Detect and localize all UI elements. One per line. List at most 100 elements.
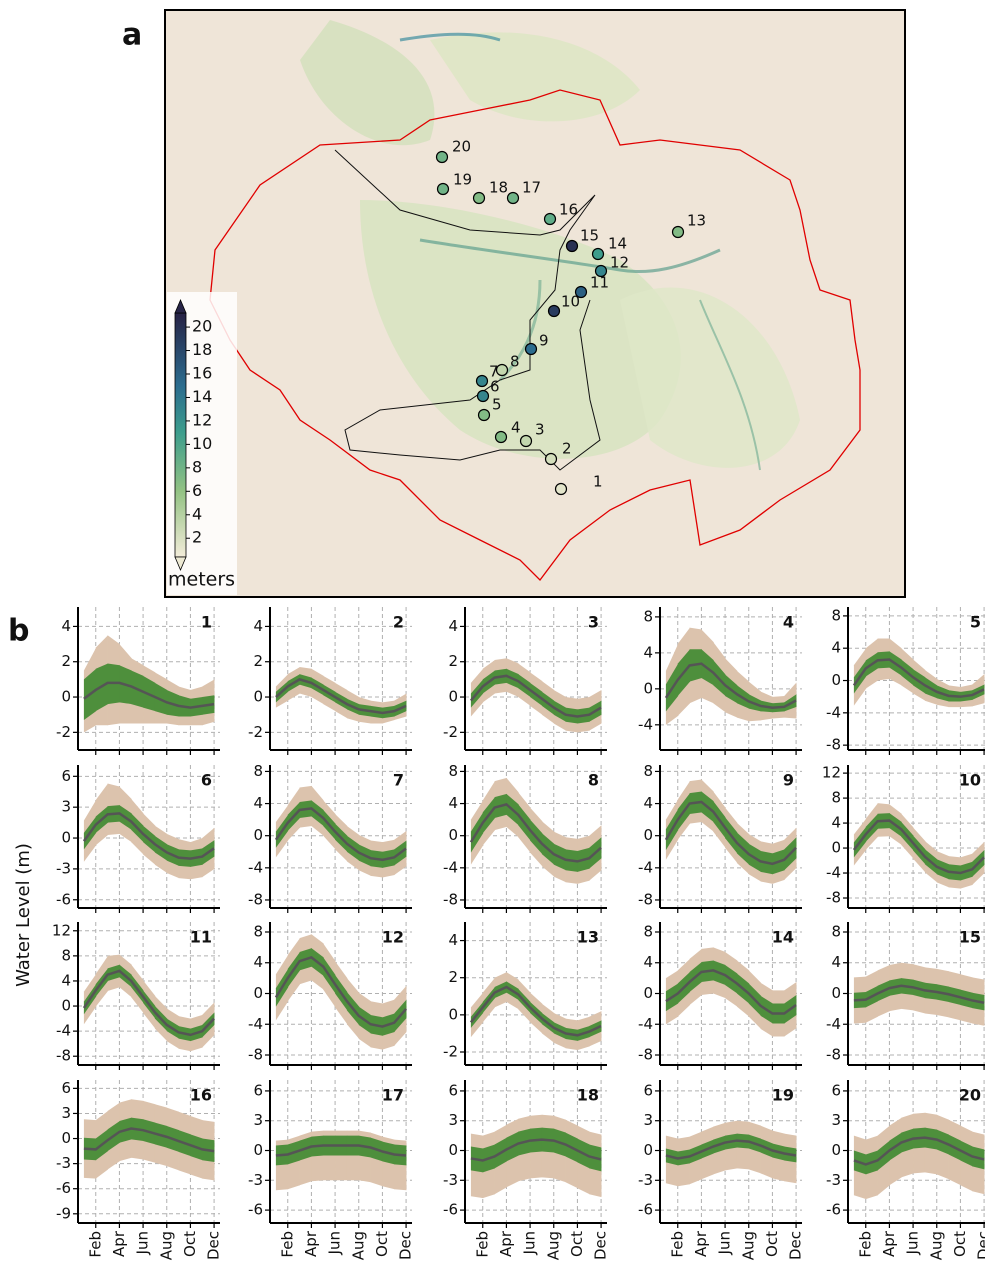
y-tick-label: 0 — [643, 826, 653, 844]
y-tick-label: 12 — [822, 764, 841, 782]
subplot-title: 3 — [588, 613, 599, 632]
colorbar-tick-label: 12 — [192, 410, 212, 429]
y-tick-label: 0 — [61, 997, 71, 1015]
subplot-title: 17 — [382, 1086, 404, 1105]
y-tick-label: -8 — [248, 1046, 263, 1064]
x-tick-label: Jun — [904, 1231, 922, 1255]
station-label: 20 — [452, 138, 471, 156]
subplot: -8 -4 0 4 8 7 — [248, 762, 412, 913]
x-tick-label: Oct — [951, 1231, 969, 1257]
subplot: -8 -4 0 4 8 5 — [826, 606, 985, 755]
y-tick-label: -3 — [248, 1171, 263, 1189]
x-tick-label: Dec — [787, 1231, 805, 1260]
subplot-title: 15 — [959, 928, 981, 947]
y-tick-label: -3 — [56, 1154, 71, 1172]
station-label: 11 — [590, 274, 609, 292]
subplot-title: 16 — [190, 1086, 212, 1105]
x-tick-label: Oct — [181, 1231, 199, 1257]
y-tick-label: 8 — [448, 762, 458, 780]
subplot-title: 2 — [393, 613, 404, 632]
y-tick-label: -6 — [56, 1179, 71, 1197]
subbasin-outline — [334, 149, 601, 471]
mean-line — [274, 807, 407, 862]
y-tick-label: 6 — [61, 767, 71, 785]
y-tick-label: 2 — [448, 652, 458, 670]
mean-line — [469, 802, 602, 863]
y-tick-label: -6 — [56, 890, 71, 908]
x-tick-label: Aug — [544, 1231, 562, 1260]
subplot-title: 8 — [588, 771, 599, 790]
y-tick-label: 0 — [831, 1141, 841, 1159]
y-tick-label: 8 — [643, 607, 653, 625]
y-tick-label: 0 — [448, 826, 458, 844]
y-tick-label: 0 — [643, 1141, 653, 1159]
colorbar — [174, 312, 187, 558]
y-tick-label: 4 — [253, 617, 263, 635]
y-tick-label: -4 — [638, 715, 653, 733]
station — [436, 182, 450, 196]
subplot: -2 0 2 4 13 — [443, 922, 607, 1070]
subplot-title: 18 — [577, 1086, 599, 1105]
station-label: 15 — [580, 227, 599, 245]
subplot-title: 7 — [393, 771, 404, 790]
y-tick-label: 8 — [831, 922, 841, 940]
y-tick-label: 4 — [643, 953, 653, 971]
mean-line — [470, 1138, 602, 1162]
y-tick-label: 8 — [643, 922, 653, 940]
y-tick-label: -4 — [638, 1015, 653, 1033]
subplot: -8 -4 0 4 8 12 10 — [822, 764, 985, 913]
y-tick-label: 0 — [253, 688, 263, 706]
mean-line — [275, 678, 407, 715]
subplot: -6 -3 0 3 6 Feb Apr Jun Aug Oct Dec 18 — [443, 1080, 610, 1260]
station — [544, 452, 558, 466]
y-tick-label: 6 — [643, 1081, 653, 1099]
y-tick-label: 4 — [643, 643, 653, 661]
y-tick-label: -9 — [56, 1204, 71, 1222]
mean-line — [852, 819, 985, 875]
y-tick-label: 3 — [831, 1111, 841, 1129]
y-tick-label: 0 — [253, 1141, 263, 1159]
x-tick-label: Oct — [568, 1231, 586, 1257]
mean-line — [83, 1127, 215, 1153]
station — [506, 191, 520, 205]
x-tick-label: Feb — [668, 1231, 686, 1258]
station — [524, 342, 538, 356]
mean-line — [469, 674, 602, 718]
y-tick-label: 12 — [52, 921, 71, 939]
colorbar-tick-label: 14 — [192, 387, 212, 406]
mean-line — [665, 1139, 797, 1160]
y-tick-label: 6 — [831, 1081, 841, 1099]
station — [594, 264, 608, 278]
y-tick-label: -3 — [638, 1171, 653, 1189]
station-label: 6 — [490, 378, 500, 396]
x-tick-label: Apr — [880, 1230, 898, 1257]
y-tick-label: 3 — [61, 1104, 71, 1122]
colorbar-tick-label: 4 — [192, 504, 202, 523]
subplot: -8 -4 0 4 8 12 11 — [52, 921, 220, 1070]
y-tick-label: 4 — [831, 953, 841, 971]
colorbar-label: meters — [168, 569, 235, 591]
colorbar-tick-label: 8 — [192, 457, 202, 476]
mean-line — [853, 1136, 985, 1166]
x-tick-label: Aug — [927, 1231, 945, 1260]
y-tick-label: -8 — [826, 736, 841, 754]
mean-line — [275, 1144, 407, 1157]
colorbar-tick-label: 10 — [192, 434, 212, 453]
y-tick-label: 0 — [831, 984, 841, 1002]
y-tick-label: 4 — [448, 931, 458, 949]
subplot-title: 19 — [772, 1086, 794, 1105]
x-tick-label: Apr — [110, 1230, 128, 1257]
x-tick-label: Jun — [716, 1231, 734, 1255]
y-tick-label: 0 — [831, 839, 841, 857]
y-tick-label: -6 — [248, 1201, 263, 1219]
y-tick-label: -8 — [56, 1047, 71, 1065]
subplot: -8 -4 0 4 8 12 — [248, 922, 412, 1070]
y-tick-label: 6 — [253, 1081, 263, 1099]
station — [477, 408, 491, 422]
land-cover — [620, 287, 800, 468]
station-label: 2 — [562, 440, 572, 458]
y-tick-label: -8 — [638, 1046, 653, 1064]
subplot: -9 -6 -3 0 3 6 Feb Apr Jun Aug Oct Dec 16 — [56, 1079, 223, 1260]
subplot-title: 5 — [970, 613, 981, 632]
y-tick-label: 0 — [61, 688, 71, 706]
